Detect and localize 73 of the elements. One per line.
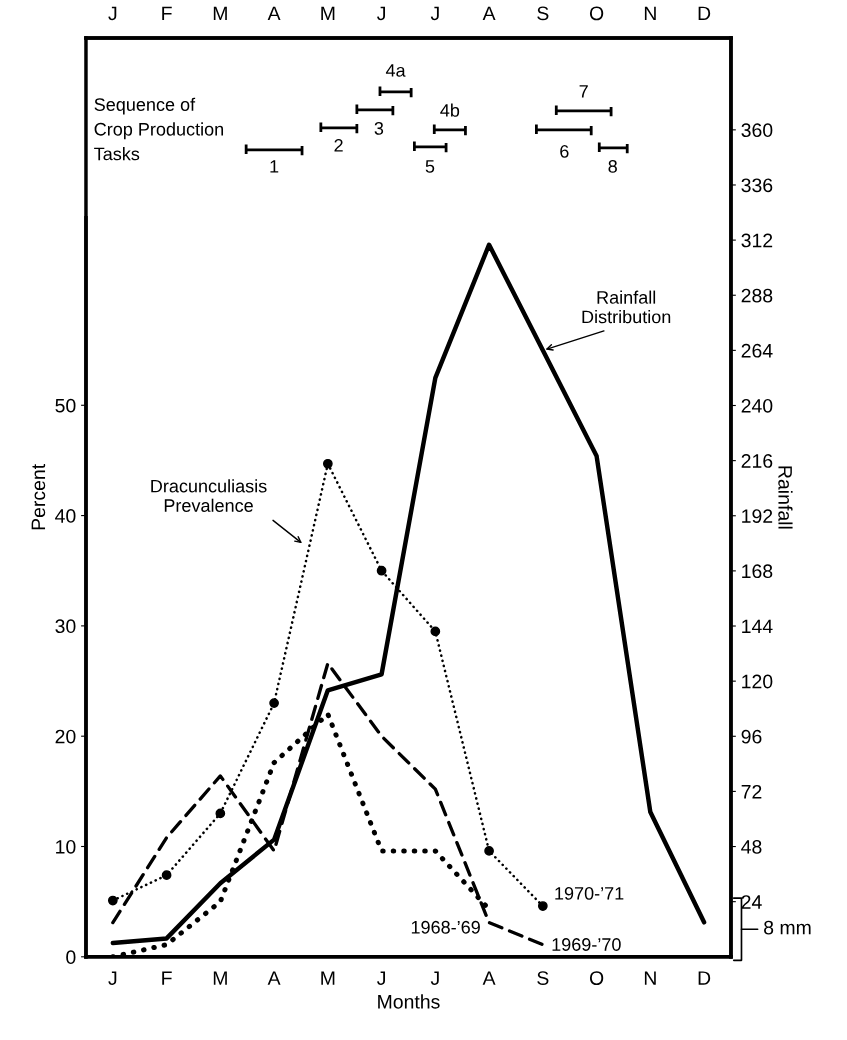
- y2-tick-label: 72: [741, 784, 762, 799]
- y-tick-label: 0: [66, 950, 76, 965]
- y2-tick-label: 264: [741, 343, 773, 358]
- point: [430, 626, 441, 637]
- y2-tick-label: 168: [742, 564, 773, 579]
- y2-tick-label: 336: [741, 178, 773, 193]
- x-tick-label: A: [267, 971, 281, 985]
- series-label: 1970-’71: [555, 887, 624, 900]
- point: [107, 895, 118, 906]
- x-tick-label: O: [589, 971, 604, 985]
- annotation: 8: [608, 160, 617, 173]
- annotation: 3: [374, 122, 384, 135]
- category-label: N: [644, 6, 656, 21]
- y2-tick-label: 216: [741, 454, 773, 468]
- annotation: 4b: [440, 103, 460, 117]
- annotation: 6: [560, 145, 569, 158]
- annotation: 1: [270, 160, 279, 173]
- point: [322, 458, 333, 469]
- annotation: 7: [579, 85, 588, 98]
- point: [215, 808, 226, 819]
- annotation: Dracunculiasis Prevalence: [151, 479, 267, 512]
- point: [376, 565, 387, 576]
- y2-tick-label: 96: [741, 729, 762, 744]
- y2-tick-label: 360: [741, 123, 773, 138]
- annotation: 5: [425, 160, 435, 173]
- category-label: M: [213, 6, 227, 21]
- x-axis-title: Months: [378, 994, 440, 1009]
- x-tick-label: J: [377, 971, 386, 985]
- point: [537, 901, 548, 911]
- y-axis-title: Percent: [31, 464, 46, 530]
- x-tick-label: S: [537, 971, 549, 985]
- y2-tick-label: 288: [741, 288, 773, 303]
- category-label: A: [267, 6, 281, 21]
- category-label: J: [377, 6, 386, 21]
- series-label: 1968-’69: [411, 920, 480, 934]
- x-tick-label: M: [213, 971, 227, 985]
- category-label: M: [321, 6, 335, 21]
- series-label: 1969-’70: [552, 938, 621, 951]
- y-tick-label: 30: [55, 619, 76, 634]
- category-label: O: [589, 6, 604, 21]
- point: [269, 698, 279, 708]
- category-label: F: [162, 6, 172, 21]
- x-tick-label: F: [162, 971, 172, 985]
- category-label: D: [698, 6, 711, 21]
- x-tick-label: J: [108, 971, 117, 985]
- y2-tick-label: 48: [741, 840, 762, 854]
- y-tick-label: 20: [55, 729, 76, 744]
- annotation: 2: [334, 139, 343, 152]
- text: Sequence of Crop Production Tasks: [94, 97, 224, 161]
- x-tick-label: A: [482, 971, 496, 985]
- category-label: A: [482, 6, 496, 21]
- annotation: 4a: [385, 64, 406, 77]
- category-label: S: [537, 6, 549, 21]
- text: 8 mm: [764, 920, 811, 935]
- y2-tick-label: 120: [742, 674, 773, 689]
- y2-tick-label: 192: [742, 509, 773, 523]
- y2-tick-label: 24: [741, 895, 762, 909]
- text: Rainfall Distribution: [582, 290, 671, 324]
- x-tick-label: J: [430, 971, 439, 985]
- category-label: J: [430, 6, 439, 21]
- x-tick-label: N: [644, 971, 656, 985]
- x-tick-label: D: [698, 971, 711, 985]
- y-tick-label: 10: [56, 839, 76, 854]
- category-label: J: [108, 6, 117, 21]
- y2-axis-title: Rainfall: [778, 466, 793, 529]
- y2-tick-label: 240: [741, 398, 773, 413]
- y-tick-label: 40: [55, 509, 76, 523]
- point: [161, 870, 172, 881]
- y2-tick-label: 144: [742, 619, 773, 634]
- point: [484, 846, 494, 856]
- x-tick-label: M: [321, 971, 335, 985]
- y-tick-label: 50: [55, 398, 76, 413]
- y2-tick-label: 312: [741, 233, 773, 248]
